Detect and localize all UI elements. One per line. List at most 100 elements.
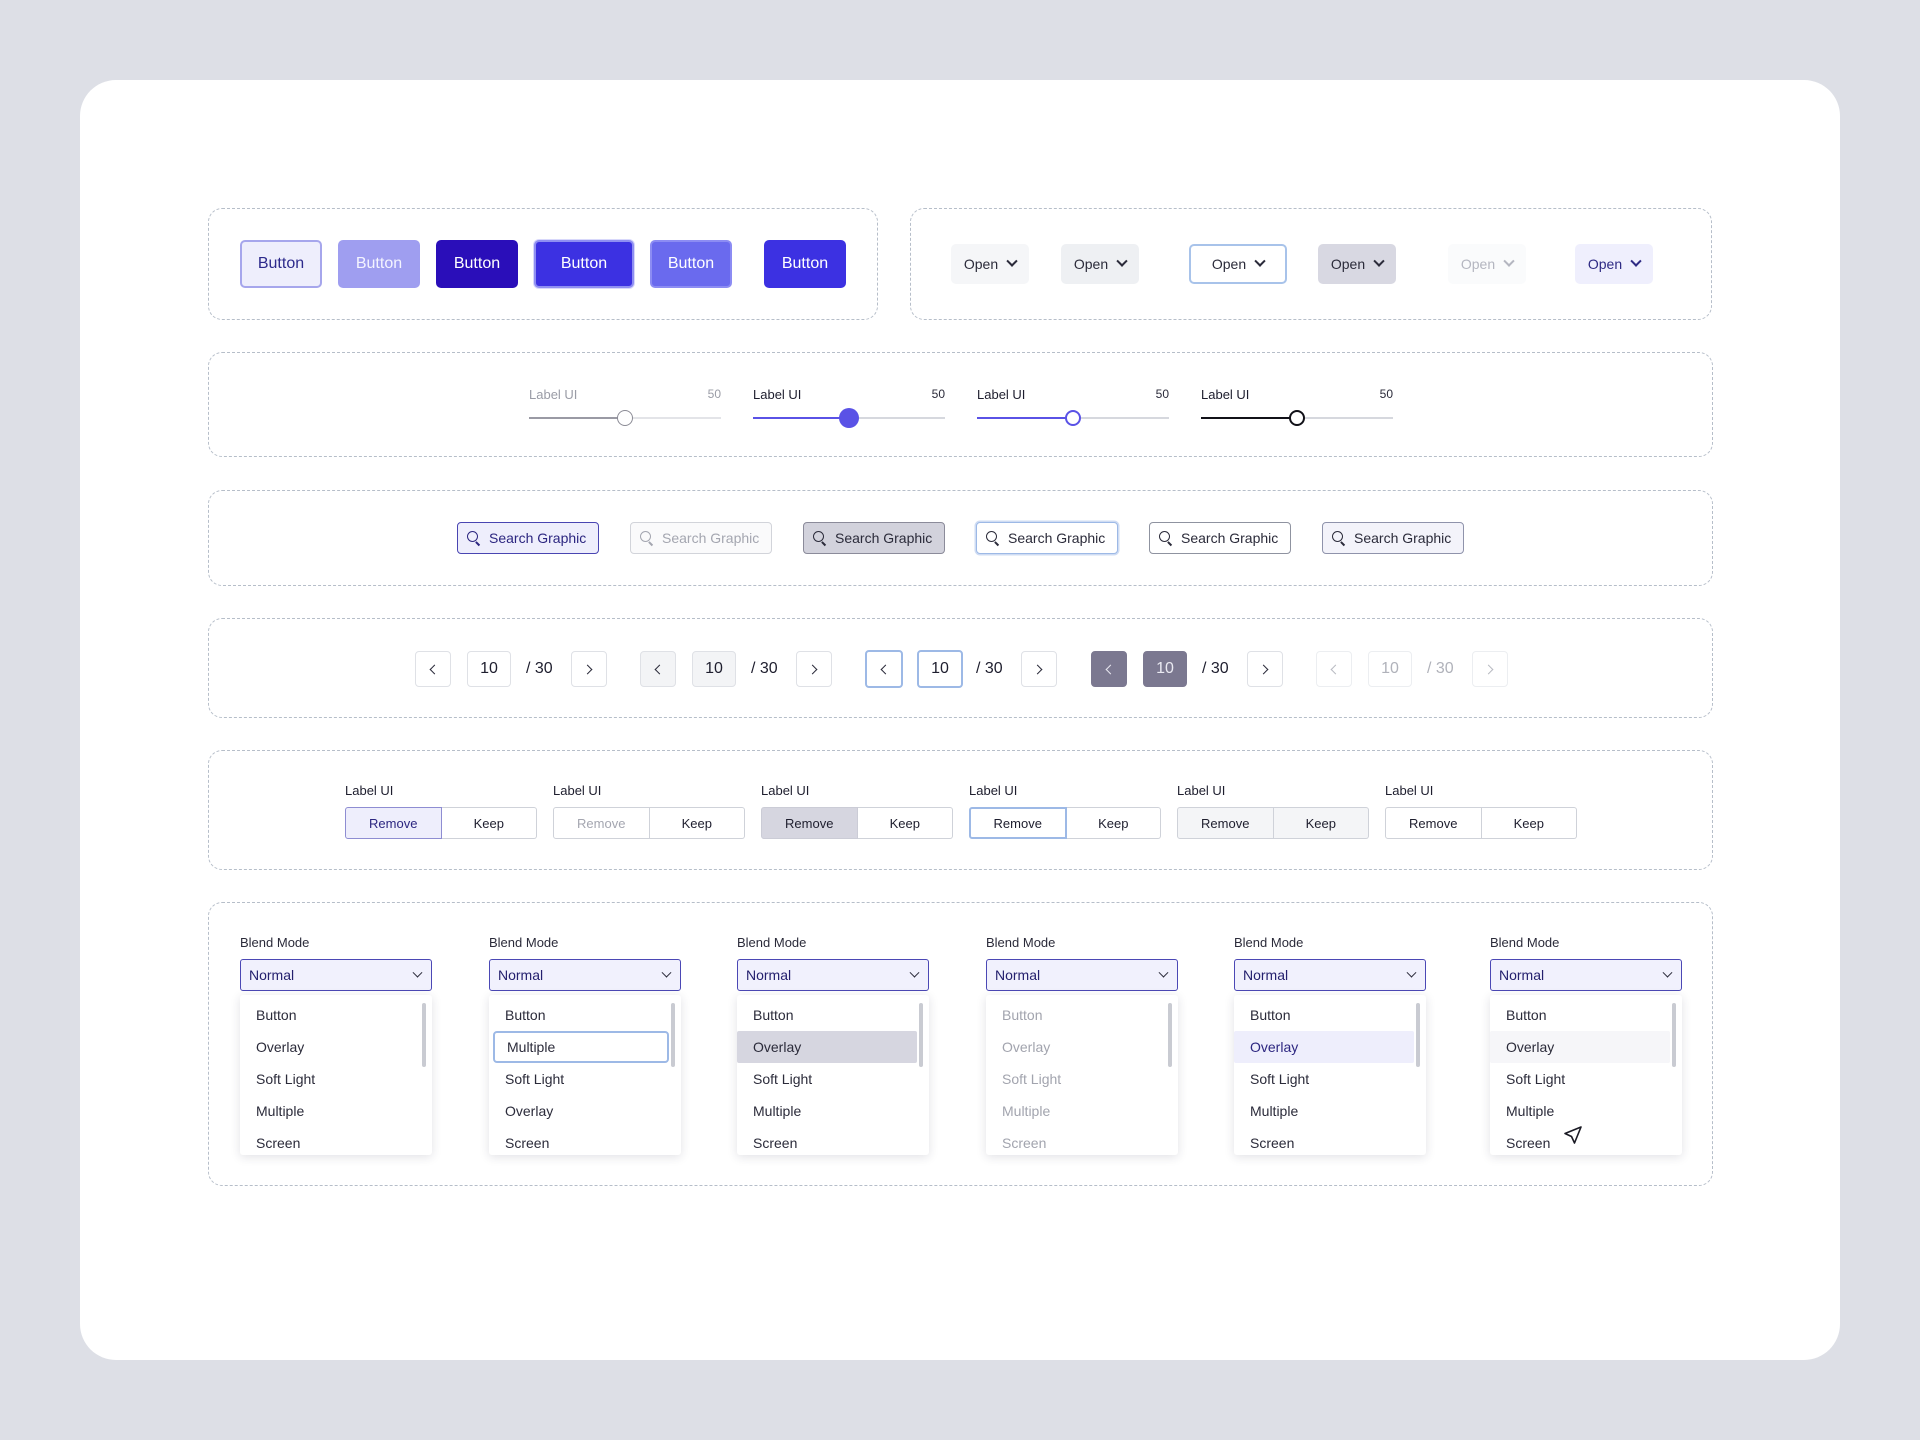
open-dropdown-pressed[interactable]: Open <box>1318 244 1396 284</box>
blend-mode-select[interactable]: Normal <box>1234 959 1426 991</box>
slider-active[interactable]: Label UI 50 <box>753 387 945 437</box>
option-item[interactable]: Multiple <box>256 1103 305 1119</box>
search-input-hover[interactable]: Search Graphic <box>1322 522 1464 554</box>
search-input-focused[interactable]: Search Graphic <box>976 522 1118 554</box>
slider-label: Label UI <box>977 387 1026 402</box>
page-number-input[interactable]: 10 <box>917 650 963 688</box>
option-item[interactable]: Screen <box>505 1135 550 1151</box>
option-item[interactable]: Multiple <box>1250 1103 1299 1119</box>
open-dropdown-focused[interactable]: Open <box>1189 244 1287 284</box>
option-item[interactable]: Screen <box>1506 1135 1551 1151</box>
chevron-right-icon <box>1258 664 1269 674</box>
next-page-button[interactable] <box>1247 651 1283 687</box>
button-dark[interactable]: Button <box>436 240 518 288</box>
keep-option[interactable]: Keep <box>857 807 953 839</box>
segmented-label: Label UI <box>553 783 602 798</box>
chevron-right-icon <box>1032 664 1043 674</box>
open-dropdown-default[interactable]: Open <box>951 244 1029 284</box>
search-input-selected[interactable]: Search Graphic <box>457 522 599 554</box>
option-item[interactable]: Overlay <box>256 1039 305 1055</box>
keep-option[interactable]: Keep <box>649 807 745 839</box>
option-item[interactable]: Multiple <box>493 1031 669 1063</box>
option-item[interactable]: Soft Light <box>505 1071 565 1087</box>
search-icon <box>986 531 1000 545</box>
button-outline[interactable]: Button <box>240 240 322 288</box>
components-card: Button Button Button Button Button Butto… <box>80 80 1840 1360</box>
slider-thumb[interactable] <box>1289 410 1305 426</box>
keep-option[interactable]: Keep <box>1066 807 1161 839</box>
keep-option[interactable]: Keep <box>1481 807 1577 839</box>
page-number-input[interactable]: 10 <box>467 651 511 687</box>
blend-mode-select[interactable]: Normal <box>737 959 929 991</box>
open-dropdown-selected[interactable]: Open <box>1575 244 1653 284</box>
prev-page-button[interactable] <box>415 651 451 687</box>
remove-option[interactable]: Remove <box>1177 807 1274 839</box>
prev-page-button[interactable] <box>1091 651 1127 687</box>
button-hover[interactable]: Button <box>650 240 732 288</box>
scrollbar-thumb[interactable] <box>1168 1003 1172 1067</box>
option-item[interactable]: Button <box>1250 1007 1291 1023</box>
option-item[interactable]: Button <box>505 1007 546 1023</box>
selected-value: Normal <box>746 967 792 983</box>
remove-option[interactable]: Remove <box>1385 807 1482 839</box>
option-item[interactable]: Overlay <box>737 1031 917 1063</box>
keep-option[interactable]: Keep <box>1273 807 1369 839</box>
option-item: Overlay <box>1002 1039 1051 1055</box>
open-dropdown-hover[interactable]: Open <box>1061 244 1139 284</box>
scrollbar-thumb[interactable] <box>422 1003 426 1067</box>
button-focused[interactable]: Button <box>534 240 634 288</box>
option-item[interactable]: Screen <box>256 1135 301 1151</box>
next-page-button[interactable] <box>571 651 607 687</box>
option-item[interactable]: Soft Light <box>753 1071 813 1087</box>
prev-page-button[interactable] <box>865 650 903 688</box>
slider-default[interactable]: Label UI 50 <box>1201 387 1393 437</box>
blend-mode-select[interactable]: Normal <box>986 959 1178 991</box>
slider-thumb[interactable] <box>839 408 859 428</box>
remove-option[interactable]: Remove <box>969 807 1067 839</box>
page-number-input[interactable]: 10 <box>692 651 736 687</box>
scrollbar-thumb[interactable] <box>1672 1003 1676 1067</box>
option-item[interactable]: Overlay <box>1490 1031 1670 1063</box>
prev-page-button[interactable] <box>640 651 676 687</box>
option-item[interactable]: Screen <box>1250 1135 1295 1151</box>
open-label: Open <box>1460 256 1496 272</box>
remove-option[interactable]: Remove <box>761 807 858 839</box>
slider-thumb[interactable] <box>1065 410 1081 426</box>
button-primary[interactable]: Button <box>764 240 846 288</box>
option-item[interactable]: Button <box>753 1007 794 1023</box>
option-item[interactable]: Soft Light <box>1250 1071 1310 1087</box>
option-item[interactable]: Button <box>1506 1007 1547 1023</box>
remove-option[interactable]: Remove <box>345 807 442 839</box>
options-list: Button Overlay Soft Light Multiple Scree… <box>240 995 432 1155</box>
selected-value: Normal <box>995 967 1041 983</box>
option-item[interactable]: Overlay <box>505 1103 554 1119</box>
option-item[interactable]: Screen <box>753 1135 798 1151</box>
search-input-pressed[interactable]: Search Graphic <box>803 522 945 554</box>
option-item[interactable]: Soft Light <box>256 1071 316 1087</box>
slider-value: 50 <box>1379 387 1393 401</box>
button-light[interactable]: Button <box>338 240 420 288</box>
option-item[interactable]: Multiple <box>753 1103 802 1119</box>
scrollbar-thumb[interactable] <box>919 1003 923 1067</box>
segmented-section: Label UI Remove Keep Label UI Remove Kee… <box>208 750 1713 870</box>
open-label: Open <box>1587 256 1623 272</box>
search-input-default[interactable]: Search Graphic <box>1149 522 1291 554</box>
slider-focused[interactable]: Label UI 50 <box>977 387 1169 437</box>
blend-mode-select[interactable]: Normal <box>489 959 681 991</box>
option-item[interactable]: Button <box>256 1007 297 1023</box>
option-item[interactable]: Multiple <box>1506 1103 1555 1119</box>
buttons-section: Button Button Button Button Button Butto… <box>208 208 878 320</box>
scrollbar-thumb[interactable] <box>671 1003 675 1067</box>
slider-label: Label UI <box>1201 387 1250 402</box>
option-item[interactable]: Soft Light <box>1506 1071 1566 1087</box>
blend-mode-select[interactable]: Normal <box>1490 959 1682 991</box>
blend-mode-select[interactable]: Normal <box>240 959 432 991</box>
page-number-input[interactable]: 10 <box>1143 651 1187 687</box>
next-page-button[interactable] <box>796 651 832 687</box>
next-page-button[interactable] <box>1021 651 1057 687</box>
option-item[interactable]: Overlay <box>1234 1031 1414 1063</box>
blend-mode-label: Blend Mode <box>1234 935 1304 950</box>
options-list: Button Multiple Soft Light Overlay Scree… <box>489 995 681 1155</box>
scrollbar-thumb[interactable] <box>1416 1003 1420 1067</box>
keep-option[interactable]: Keep <box>441 807 537 839</box>
